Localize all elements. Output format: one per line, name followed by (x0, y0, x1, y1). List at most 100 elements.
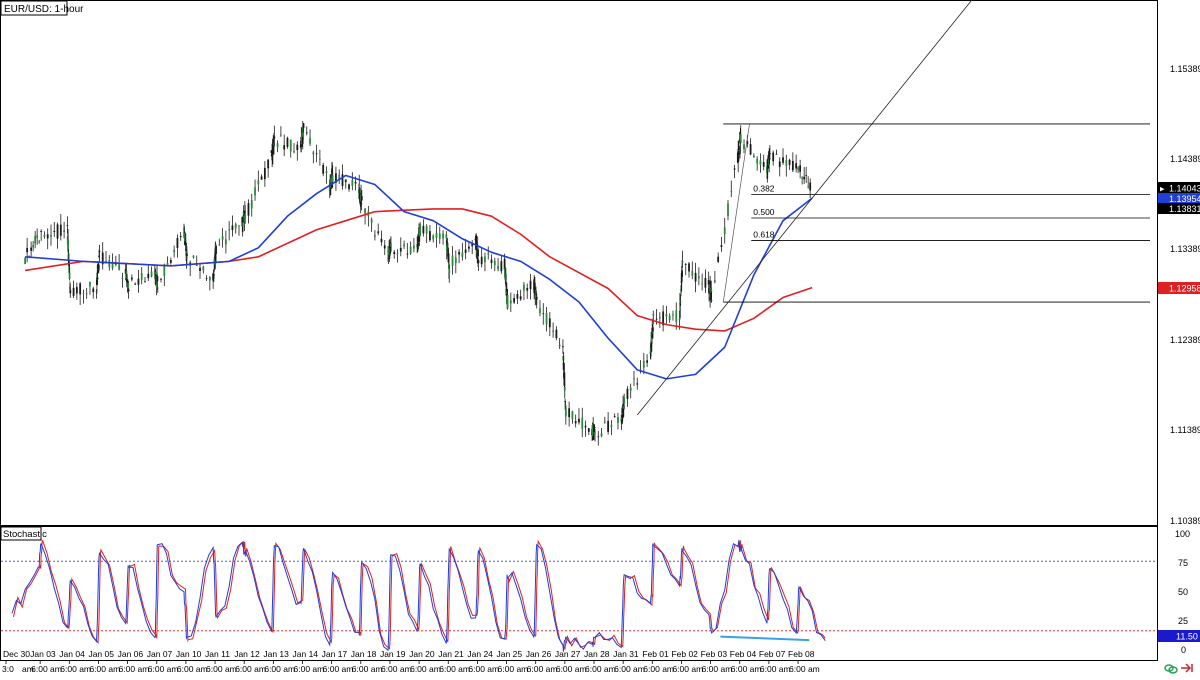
price-candle (130, 277, 133, 280)
x-date-label: Jan 20 (409, 649, 435, 659)
price-candle (701, 283, 704, 285)
price-candle (597, 436, 600, 438)
price-candle (788, 159, 791, 165)
price-candle (351, 179, 354, 186)
price-candle (717, 256, 720, 262)
price-candle (562, 346, 564, 348)
trendline (636, 0, 973, 416)
x-date-label: Jan 21 (438, 649, 464, 659)
price-candle (652, 327, 654, 332)
x-date-label: Feb 07 (759, 649, 786, 659)
price-candle (309, 138, 311, 144)
price-candle (493, 260, 496, 266)
price-candle (772, 152, 775, 162)
stoch-title: Stochastic (3, 529, 47, 540)
price-candle (438, 233, 441, 239)
chart-title: EUR/USD: 1-hour (4, 4, 84, 15)
price-candle (587, 428, 590, 432)
price-candle (675, 310, 678, 323)
price-tick: 1.13389 (1170, 244, 1200, 254)
price-candle (805, 175, 808, 176)
price-candle (603, 421, 606, 423)
price-candle (257, 180, 260, 185)
x-time-label: 6:00 am (702, 664, 733, 674)
price-candle (302, 123, 305, 129)
price-candle (523, 284, 525, 291)
x-date-label: Jan 17 (322, 649, 348, 659)
main-plot: 0.382 0.500 0.618 (24, 0, 1150, 446)
price-tick: 1.11389 (1170, 425, 1200, 435)
price-candle (558, 345, 561, 347)
price-candle (509, 300, 512, 304)
x-time-label: 6:00 am (614, 664, 645, 674)
x-time-label: am (22, 664, 34, 674)
stoch-panel-frame (0, 526, 1158, 661)
price-candle (679, 301, 682, 303)
price-candle (581, 417, 584, 429)
price-candle (435, 232, 438, 238)
price-candle (108, 260, 111, 268)
price-candle (364, 208, 366, 214)
price-candle (184, 239, 187, 241)
price-candle (214, 250, 217, 260)
price-candle (338, 174, 341, 180)
x-date-label: Jan 14 (293, 649, 319, 659)
price-candle (594, 431, 596, 433)
price-candle (679, 308, 682, 310)
price-candle (263, 167, 266, 180)
x-time-label: 6:00 am (439, 664, 470, 674)
price-candle (775, 153, 778, 155)
price-candle (767, 162, 769, 164)
x-date-label: Jan 24 (467, 649, 493, 659)
price-candle (195, 263, 198, 266)
price-candle (490, 259, 493, 264)
price-candle (234, 224, 237, 229)
price-candle (218, 244, 221, 246)
price-candle (215, 246, 217, 254)
price-candle (652, 313, 655, 316)
price-candle (626, 388, 629, 399)
price-candle (325, 171, 328, 174)
price-candle (425, 226, 428, 234)
x-date-label: Feb 08 (788, 649, 815, 659)
price-candle (270, 150, 273, 153)
price-candle (610, 424, 613, 428)
price-candle (221, 236, 224, 240)
price-candle (629, 387, 632, 391)
price-candle (548, 318, 551, 328)
x-date-label: Feb 01 (642, 649, 669, 659)
price-candle (105, 260, 107, 262)
x-date-label: Feb 04 (730, 649, 757, 659)
link-icon[interactable] (1164, 664, 1178, 674)
price-tick: 1.12389 (1170, 335, 1200, 345)
stoch-d-line (13, 539, 826, 651)
price-candle (662, 311, 665, 326)
blue-ma-label: 1.13954 (1169, 194, 1200, 204)
price-tick: 1.15389 (1170, 64, 1200, 74)
price-candle (578, 418, 580, 423)
price-candle (413, 245, 415, 249)
x-time-label: 6:00 am (410, 664, 441, 674)
price-candle (752, 155, 755, 158)
price-candle (199, 267, 201, 271)
price-candle (505, 282, 507, 284)
price-candle (694, 272, 697, 282)
price-candle (477, 259, 480, 264)
price-candle (593, 427, 596, 428)
price-candle (173, 249, 176, 253)
price-candle (678, 303, 681, 305)
x-time-label: 6:00 am (235, 664, 266, 674)
price-candle (633, 378, 635, 380)
x-time-label: 6:00 am (206, 664, 237, 674)
price-candle (92, 288, 95, 293)
price-candle (357, 189, 360, 194)
x-date-label: Jan 31 (613, 649, 639, 659)
main-panel-frame (0, 0, 1158, 526)
price-tick: 1.10389 (1170, 516, 1200, 526)
x-time-label: 6:00 am (60, 664, 91, 674)
price-candle (26, 247, 29, 253)
arrow-right-icon[interactable] (1181, 663, 1193, 673)
price-candle (348, 184, 350, 190)
price-candle (617, 416, 619, 423)
